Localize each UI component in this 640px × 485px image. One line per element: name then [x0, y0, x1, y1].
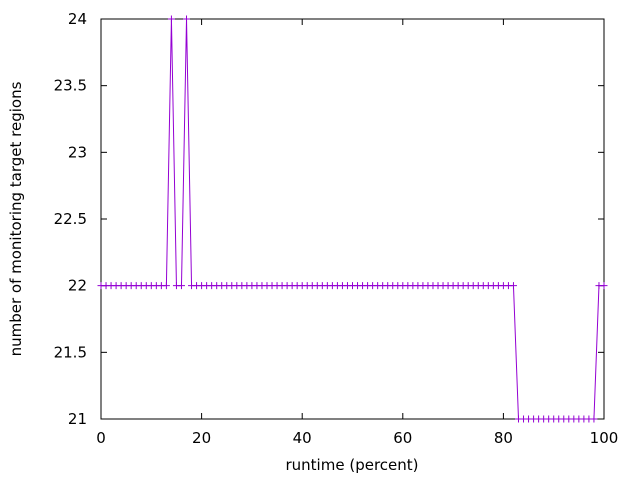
x-tick-label: 0: [96, 429, 106, 447]
x-tick-label: 80: [494, 429, 513, 447]
x-tick-label: 100: [590, 429, 619, 447]
data-point: [162, 282, 170, 290]
data-point: [177, 282, 185, 290]
x-tick-label: 20: [192, 429, 211, 447]
ticks-layer: 0 20 40 60 80 100 21 21.5 22 22.5 23 23.5 24: [54, 10, 619, 447]
y-tick-label: 22.5: [54, 210, 87, 228]
y-tick-label: 23.5: [54, 77, 87, 95]
x-tick-label: 60: [393, 429, 412, 447]
series-layer: [97, 15, 608, 423]
y-tick-label: 21: [68, 410, 87, 428]
data-point: [183, 15, 191, 23]
data-point: [509, 282, 517, 290]
data-point: [600, 282, 608, 290]
series-line: [101, 18, 604, 420]
x-tick-label: 40: [293, 429, 312, 447]
x-axis-label: runtime (percent): [286, 456, 419, 474]
data-point: [590, 415, 598, 423]
plot-frame: [100, 18, 605, 420]
y-tick-label: 23: [68, 143, 87, 161]
y-tick-label: 21.5: [54, 343, 87, 361]
data-point: [167, 15, 175, 23]
y-tick-label: 22: [68, 277, 87, 295]
y-tick-label: 24: [68, 10, 87, 28]
y-axis-label: number of monitoring target regions: [7, 81, 25, 356]
